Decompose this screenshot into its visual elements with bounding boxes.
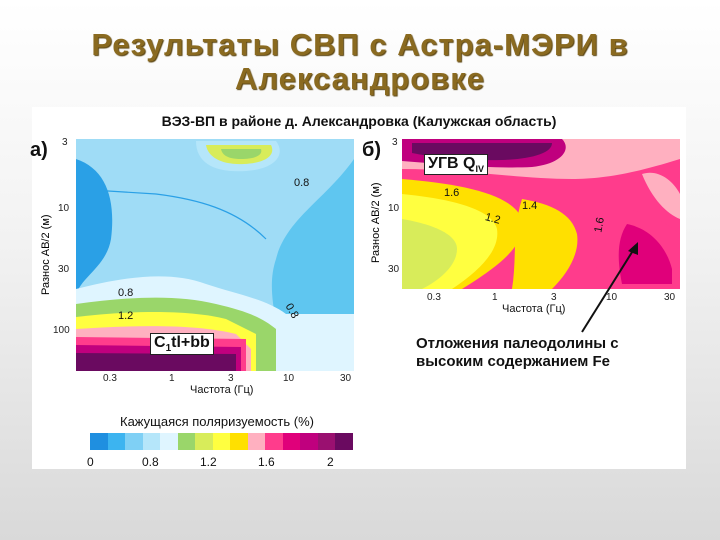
panel-b-callout-sub: IV (475, 164, 484, 175)
panel-a-xtick: 10 (283, 373, 295, 384)
panel-a-xlabel: Частота (Гц) (190, 384, 254, 396)
panel-b-ytick: 3 (392, 137, 398, 148)
panel-b-xtick: 30 (664, 292, 676, 303)
colorbar-tick: 1.6 (258, 455, 275, 469)
panel-a-xtick: 30 (340, 373, 352, 384)
colorbar-tick: 0 (87, 455, 94, 469)
panel-b-contour-map (402, 139, 680, 289)
panel-a-ylabel: Разнос АВ/2 (м) (40, 214, 52, 295)
panel-b-label: б) (362, 139, 382, 161)
slide-title: Результаты СВП с Астра-МЭРИ в Александро… (0, 28, 720, 96)
panel-a-callout-rest: tl+bb (171, 334, 210, 351)
colorbar-tick: 2 (327, 455, 334, 469)
colorbar-swatch (282, 433, 301, 450)
panel-b-contour-label-2: 1.4 (522, 200, 538, 212)
panel-b-callout-main: УГВ Q (428, 155, 476, 172)
panel-a-contour-map (76, 139, 354, 371)
colorbar-tick: 1.2 (200, 455, 217, 469)
panel-b-xlabel: Частота (Гц) (502, 303, 566, 315)
slide-title-line2: Александровке (235, 61, 485, 96)
panel-a-xtick: 0.3 (103, 373, 117, 384)
figure-title: ВЭЗ-ВП в районе д. Александровка (Калужс… (161, 113, 557, 129)
annotation-line1: Отложения палеодолины с (416, 335, 619, 352)
panel-b-xtick: 3 (551, 292, 557, 303)
panel-a-xtick: 3 (228, 373, 234, 384)
colorbar-swatch (265, 433, 283, 450)
colorbar-swatch (300, 433, 318, 450)
annotation-text: Отложения палеодолины с высоким содержан… (416, 335, 656, 371)
colorbar-swatch (107, 433, 126, 450)
panel-b-xtick: 1 (492, 292, 498, 303)
panel-a-contour-label-3: 1.2 (118, 310, 134, 322)
panel-a-xtick: 1 (169, 373, 175, 384)
annotation-line2: высоким содержанием Fe (416, 353, 611, 370)
colorbar-swatch (160, 433, 178, 450)
annotation-arrow (581, 242, 638, 333)
colorbar-swatch (195, 433, 213, 450)
colorbar-swatch (317, 433, 336, 450)
panel-a-contour-label-1: 0.8 (294, 177, 310, 189)
panel-b-callout: УГВ QIV (424, 154, 488, 176)
panel-a-ytick: 10 (58, 203, 70, 214)
panel-a-callout-sub: 1 (165, 343, 172, 355)
panel-a-ytick: 30 (58, 264, 70, 275)
panel-b-ytick: 10 (388, 203, 400, 214)
panel-b-ylabel: Разнос АВ/2 (м) (370, 182, 382, 263)
colorbar-swatch (90, 433, 108, 450)
panel-a-ytick: 100 (53, 325, 70, 336)
colorbar-tick: 0.8 (142, 455, 159, 469)
colorbar-title: Кажущаяся поляризуемость (%) (120, 414, 314, 429)
panel-b-contour-label-1: 1.6 (444, 187, 460, 199)
colorbar-swatch (247, 433, 266, 450)
colorbar-swatch (125, 433, 143, 450)
colorbar-swatch (142, 433, 161, 450)
slide-title-line1: Результаты СВП с Астра-МЭРИ в (91, 27, 629, 62)
panel-a-callout: C1tl+bb (150, 333, 214, 356)
colorbar-swatch (230, 433, 248, 450)
panel-a-callout-main: C (154, 334, 166, 351)
colorbar-swatch (212, 433, 231, 450)
panel-b-xtick: 10 (606, 292, 618, 303)
panel-a-label: а) (30, 139, 48, 161)
panel-a-ytick: 3 (62, 137, 68, 148)
figure-panel: ВЭЗ-ВП в районе д. Александровка (Калужс… (30, 107, 686, 469)
panel-a-contour-label-2: 0.8 (118, 287, 134, 299)
panel-b-ytick: 30 (388, 264, 400, 275)
colorbar-swatch (177, 433, 196, 450)
panel-b-xtick: 0.3 (427, 292, 441, 303)
colorbar-swatch (335, 433, 353, 450)
